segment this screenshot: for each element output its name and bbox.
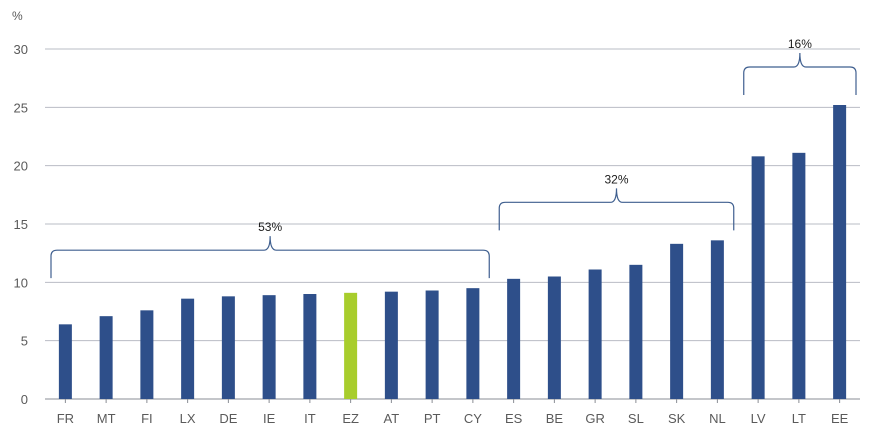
x-tick-label: PT [424,411,441,426]
bar [507,278,521,399]
group-share-label: 16% [788,37,812,51]
bar [547,276,561,399]
x-tick-label: NL [709,411,726,426]
x-tick-label: AT [384,411,400,426]
x-tick-label: CY [464,411,482,426]
bar [710,240,724,399]
y-tick-label: 15 [14,217,28,232]
x-tick-label: EZ [342,411,359,426]
bar [466,288,480,399]
gridlines [45,48,860,400]
y-tick-label: 30 [14,42,28,57]
x-tick-labels: FR MT FI LX DE IE IT EZ AT PT CY ES BE GR SL SK NL LV LT EE [57,399,849,426]
x-tick-label: DE [219,411,237,426]
bar [588,269,602,399]
bar [181,298,195,399]
y-tick-label: 5 [21,334,28,349]
bar [344,292,358,399]
x-tick-label: MT [97,411,116,426]
bar [425,290,439,399]
x-tick-label: ES [505,411,523,426]
x-tick-label: IT [304,411,316,426]
y-tick-label: 25 [14,100,28,115]
bar [751,156,765,399]
group-braces: 53% 32% 16% [50,37,857,279]
bar [629,264,643,399]
x-tick-label: LT [792,411,806,426]
y-unit-label: % [12,9,23,23]
bar [99,316,113,399]
group-brace [50,236,490,279]
x-tick-label: EE [831,411,849,426]
y-tick-labels: 0 5 10 15 20 25 30 [14,42,28,407]
y-tick-label: 10 [14,275,28,290]
bar [58,324,72,399]
bar [221,296,235,399]
group-share-label: 53% [258,220,282,234]
bar [670,243,684,399]
x-tick-label: GR [585,411,605,426]
x-tick-label: LX [180,411,196,426]
x-tick-label: BE [546,411,564,426]
bar [303,294,317,399]
x-tick-label: LV [751,411,766,426]
bar [384,291,398,399]
x-tick-label: IE [263,411,276,426]
x-tick-label: SL [628,411,644,426]
x-tick-label: SK [668,411,686,426]
x-tick-label: FR [57,411,74,426]
bar [833,105,847,399]
y-tick-label: 20 [14,159,28,174]
x-tick-label: FI [141,411,153,426]
group-brace [743,52,857,95]
group-share-label: 32% [604,172,628,186]
y-tick-label: 0 [21,392,28,407]
bar [262,295,276,399]
bars [58,105,847,399]
bar [792,152,806,399]
bar [140,310,154,399]
